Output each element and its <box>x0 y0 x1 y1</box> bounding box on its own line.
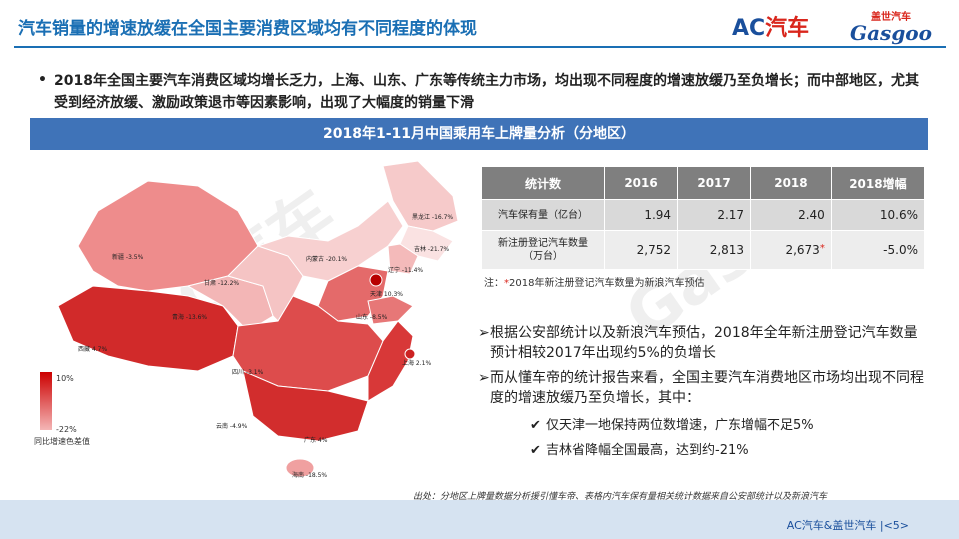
map-label-11: 上海 2.1% <box>402 360 432 367</box>
table-row: 新注册登记汽车数量 （万台） 2,752 2,813 2,673* -5.0% <box>481 230 926 270</box>
table-cell: 2,752 <box>603 230 679 270</box>
region-liaoning <box>387 243 419 275</box>
footer-text: AC汽车&盖世汽车 |<5> <box>787 517 909 533</box>
table-cell: -5.0% <box>830 230 926 270</box>
title-divider <box>14 46 946 48</box>
logo-gasgoo-cn: 盖世汽车 <box>871 12 911 23</box>
logo-ac-text: AC <box>732 16 766 41</box>
section-banner: 2018年1-11月中国乘用车上牌量分析（分地区） <box>30 118 928 150</box>
check-icon: ✔ <box>530 418 541 433</box>
logo-ac-auto: AC汽车 <box>732 10 809 42</box>
map-label-3: 甘肃 -12.2% <box>204 280 240 287</box>
footer-brand: AC汽车&盖世汽车 <box>786 519 877 532</box>
table-header: 2017 <box>677 166 752 200</box>
map-label-10: 四川 -3.1% <box>232 369 264 376</box>
summary-bullet: • <box>38 72 47 88</box>
table-header: 统计数 <box>481 166 605 200</box>
table-header-row: 统计数 2016 2017 2018 2018增幅 <box>481 166 926 200</box>
region-hainan <box>285 458 315 478</box>
map-label-2: 青海 -13.6% <box>172 314 208 321</box>
estimate-asterisk: * <box>819 243 825 254</box>
map-label-4: 内蒙古 -20.1% <box>306 256 348 263</box>
subpoint-item: ✔ 仅天津一地保持两位数增速，广东增幅不足5% <box>530 414 814 433</box>
map-label-12: 云南 -4.9% <box>216 423 248 430</box>
subpoint-text: 仅天津一地保持两位数增速，广东增幅不足5% <box>546 418 814 433</box>
logo-gasgoo-en: Gasgoo <box>850 21 932 45</box>
table-cell: 2.17 <box>677 199 752 231</box>
arrow-bullet-icon: ➢ <box>478 325 490 341</box>
legend-max: 10% <box>56 374 74 383</box>
footer-separator: | <box>879 519 884 532</box>
map-label-1: 西藏 4.7% <box>78 346 108 353</box>
point-text: 而从懂车帝的统计报告来看，全国主要汽车消费地区市场均出现不同程度的增速放缓乃至负… <box>490 370 924 406</box>
table-row-label-unit: （万台） <box>523 251 563 262</box>
table-header: 2018增幅 <box>830 166 926 200</box>
summary-text: 2018年全国主要汽车消费区域均增长乏力，上海、山东、广东等传统主力市场，均出现… <box>54 73 919 111</box>
map-label-7: 辽宁 -11.4% <box>388 267 424 274</box>
map-label-14: 海南 -18.5% <box>292 472 328 479</box>
region-tianjin <box>369 273 383 287</box>
map-label-8: 天津 10.3% <box>370 291 403 298</box>
region-shanghai <box>404 348 416 360</box>
point-item: ➢ 而从懂车帝的统计报告来看，全国主要汽车消费地区市场均出现不同程度的增速放缓乃至… <box>478 368 930 408</box>
table-cell: 2,813 <box>677 230 752 270</box>
map-label-13: 广东 4% <box>304 437 328 444</box>
logo-gasgoo: 盖世汽车 Gasgoo <box>836 8 946 44</box>
table-header: 2016 <box>603 166 679 200</box>
table-cell: 10.6% <box>830 199 926 231</box>
legend-title: 同比增速色差值 <box>34 437 90 446</box>
logo-ac-cn: 汽车 <box>765 16 810 41</box>
subpoint-text: 吉林省降幅全国最高，达到约-21% <box>546 443 749 458</box>
arrow-bullet-icon: ➢ <box>478 370 490 386</box>
table-note: 注：*2018年新注册登记汽车数量为新浪汽车预估 <box>484 274 704 289</box>
map-label-0: 新疆 -3.5% <box>112 254 144 261</box>
subpoint-item: ✔ 吉林省降幅全国最高，达到约-21% <box>530 439 749 458</box>
stats-table: 统计数 2016 2017 2018 2018增幅 汽车保有量（亿台） 1.94… <box>481 166 926 270</box>
map-label-9: 山东 -8.5% <box>356 314 388 321</box>
point-item: ➢ 根据公安部统计以及新浪汽车预估，2018年全年新注册登记汽车数量预计相较201… <box>478 323 930 363</box>
legend-min: -22% <box>56 425 77 434</box>
table-cell: 1.94 <box>603 199 679 231</box>
region-shandong <box>367 295 414 325</box>
table-row: 汽车保有量（亿台） 1.94 2.17 2.40 10.6% <box>481 199 926 231</box>
region-heilongjiang <box>382 160 459 232</box>
map-label-5: 黑龙江 -16.7% <box>412 214 454 221</box>
region-south <box>242 370 369 442</box>
page-number: <5> <box>883 519 909 532</box>
table-row-label: 新注册登记汽车数量 （万台） <box>481 230 605 270</box>
table-row-label: 汽车保有量（亿台） <box>481 199 605 231</box>
source-citation: 出处：分地区上牌量数据分析援引懂车帝、表格内汽车保有量相关统计数据来自公安部统计… <box>413 492 828 502</box>
legend-color-bar <box>40 372 52 430</box>
table-row-label-main: 新注册登记汽车数量 <box>498 238 588 249</box>
table-cell-value: 2,673 <box>785 243 820 257</box>
footer-bar <box>0 500 959 539</box>
table-cell: 2,673* <box>750 230 832 270</box>
region-east-coast <box>367 320 414 402</box>
table-header: 2018 <box>750 166 832 200</box>
note-asterisk: * <box>504 278 509 289</box>
page-title: 汽车销量的增速放缓在全国主要消费区域均有不同程度的体现 <box>18 19 477 39</box>
china-region-map <box>57 160 459 478</box>
map-label-6: 吉林 -21.7% <box>414 246 450 253</box>
table-cell: 2.40 <box>750 199 832 231</box>
note-prefix: 注： <box>484 278 504 289</box>
note-text: 2018年新注册登记汽车数量为新浪汽车预估 <box>509 278 705 289</box>
point-text: 根据公安部统计以及新浪汽车预估，2018年全年新注册登记汽车数量预计相较2017… <box>490 325 918 361</box>
region-inner-mongolia <box>256 200 404 282</box>
check-icon: ✔ <box>530 443 541 458</box>
